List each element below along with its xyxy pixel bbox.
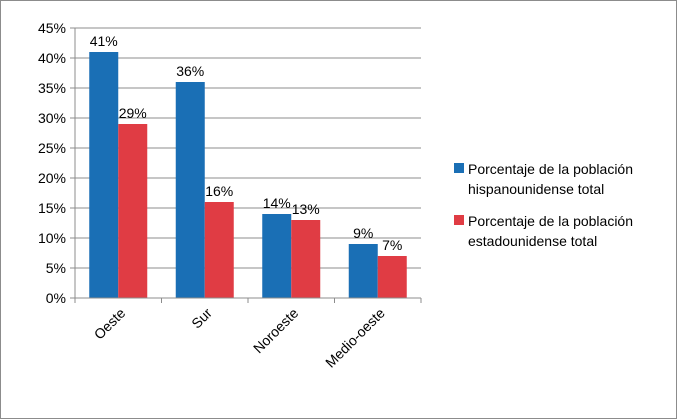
x-tick-label: Sur <box>188 305 215 332</box>
y-tick-label: 15% <box>38 200 66 216</box>
x-tick-label: Medio-oeste <box>322 305 388 371</box>
y-tick-label: 0% <box>46 290 66 306</box>
y-tick-label: 40% <box>38 50 66 66</box>
bar-sur-series-1 <box>175 82 205 298</box>
bar-sur-series-2 <box>204 202 234 298</box>
bar-medio-oeste-series-1 <box>348 244 378 298</box>
legend-swatch <box>454 163 464 173</box>
y-tick-label: 25% <box>38 140 66 156</box>
y-tick-label: 45% <box>38 20 66 36</box>
bar-noroeste-series-1 <box>262 214 292 298</box>
y-tick-label: 30% <box>38 110 66 126</box>
x-tick-label: Noroeste <box>250 305 302 357</box>
y-tick-label: 10% <box>38 230 66 246</box>
data-label: 13% <box>292 201 320 217</box>
data-label: 16% <box>205 183 233 199</box>
bar-oeste-series-2 <box>118 124 148 298</box>
legend-label: hispanounidense total <box>468 181 604 197</box>
data-label: 29% <box>119 105 147 121</box>
y-tick-label: 20% <box>38 170 66 186</box>
data-label: 14% <box>263 195 291 211</box>
legend: Porcentaje de la población hispanounidens… <box>454 161 633 249</box>
bar-medio-oeste-series-2 <box>377 256 407 298</box>
data-label: 9% <box>353 225 373 241</box>
legend-label: Porcentaje de la población <box>468 161 633 177</box>
legend-label: estadounidense total <box>468 233 597 249</box>
x-tick-label: Oeste <box>91 305 129 343</box>
legend-label: Porcentaje de la población <box>468 213 633 229</box>
bars-layer <box>89 52 407 298</box>
bar-noroeste-series-2 <box>291 220 321 298</box>
data-label: 36% <box>176 63 204 79</box>
data-label: 41% <box>90 33 118 49</box>
data-label: 7% <box>382 237 402 253</box>
data-labels-layer: 41% 29% 36% 16% 14% 13% 9% 7% <box>90 33 403 253</box>
legend-swatch <box>454 215 464 225</box>
bar-oeste-series-1 <box>89 52 119 298</box>
y-tick-label: 5% <box>46 260 66 276</box>
y-tick-label: 35% <box>38 80 66 96</box>
